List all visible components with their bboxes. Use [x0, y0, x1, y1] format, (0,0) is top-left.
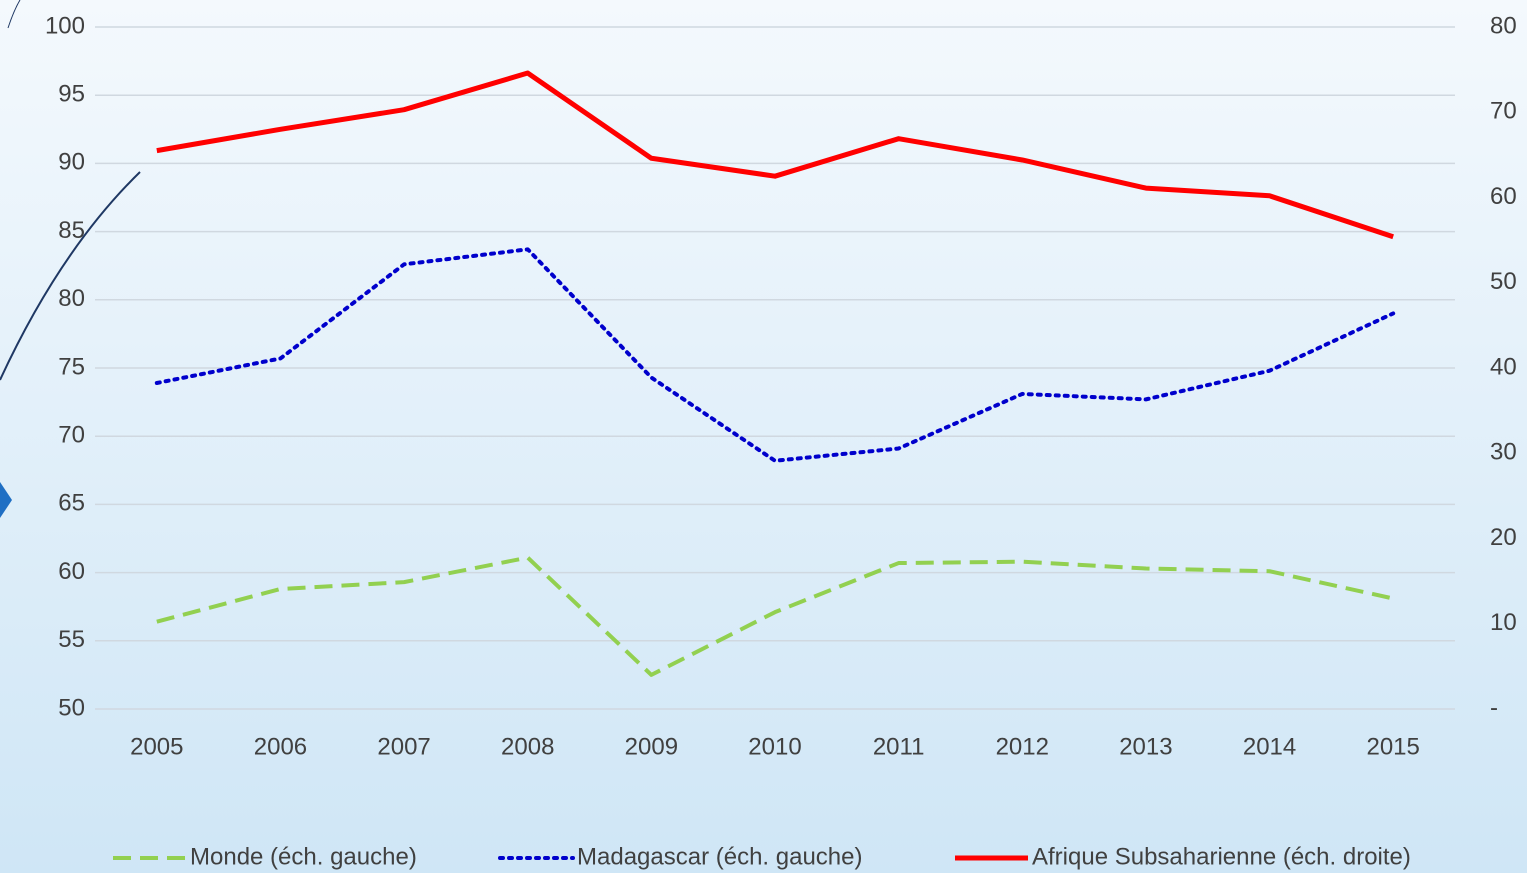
y2-tick-label: 70	[1490, 98, 1517, 125]
x-tick-label: 2014	[1243, 733, 1296, 760]
y-tick-label: 95	[58, 81, 85, 108]
y-tick-label: 100	[45, 12, 85, 39]
x-tick-label: 2015	[1366, 733, 1419, 760]
y-tick-label: 75	[58, 353, 85, 380]
legend-label: Madagascar (éch. gauche)	[577, 843, 863, 870]
y-tick-label: 90	[58, 149, 85, 176]
decoration	[0, 482, 12, 518]
y-tick-label: 55	[58, 626, 85, 653]
x-tick-label: 2009	[625, 733, 678, 760]
y-tick-label: 70	[58, 422, 85, 449]
x-tick-label: 2006	[254, 733, 307, 760]
series-line	[156, 555, 1394, 677]
legend-label: Afrique Subsaharienne (éch. droite)	[1032, 843, 1411, 870]
y2-tick-label: 60	[1490, 183, 1517, 210]
decoration	[7, 0, 21, 29]
y2-tick-label: 30	[1490, 439, 1517, 466]
y-tick-label: 85	[58, 217, 85, 244]
decoration	[0, 171, 141, 381]
y2-tick-label: 10	[1490, 609, 1517, 636]
y2-tick-label: 20	[1490, 524, 1517, 551]
series-line	[156, 70, 1394, 240]
x-tick-label: 2010	[748, 733, 801, 760]
legend-label: Monde (éch. gauche)	[190, 843, 417, 870]
y-tick-label: 50	[58, 694, 85, 721]
x-tick-label: 2005	[130, 733, 183, 760]
x-tick-label: 2008	[501, 733, 554, 760]
series-line	[154, 247, 1396, 463]
y2-tick-label: 40	[1490, 353, 1517, 380]
y-tick-label: 65	[58, 490, 85, 517]
y-tick-label: 60	[58, 558, 85, 585]
x-tick-label: 2012	[996, 733, 1049, 760]
y-tick-label: 80	[58, 285, 85, 312]
x-tick-label: 2007	[377, 733, 430, 760]
y2-tick-label: -	[1490, 694, 1498, 721]
y2-tick-label: 80	[1490, 12, 1517, 39]
x-tick-label: 2011	[873, 733, 925, 760]
y2-tick-label: 50	[1490, 268, 1517, 295]
x-tick-label: 2013	[1119, 733, 1172, 760]
